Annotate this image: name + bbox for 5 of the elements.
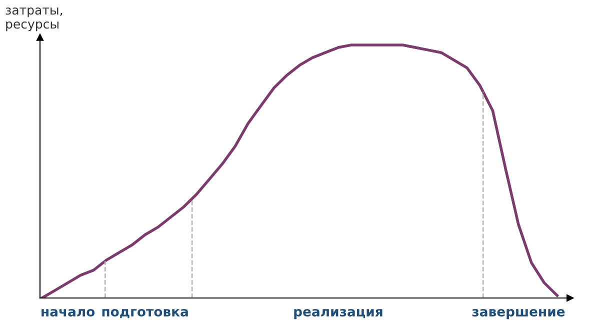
x-tick-label: завершение [472, 308, 565, 320]
x-tick-label: подготовка [102, 308, 188, 318]
x-tick-label: начало [42, 308, 95, 317]
y-axis-title: затраты, ресурсы [6, 7, 62, 32]
x-tick-label: реализация [294, 308, 382, 320]
